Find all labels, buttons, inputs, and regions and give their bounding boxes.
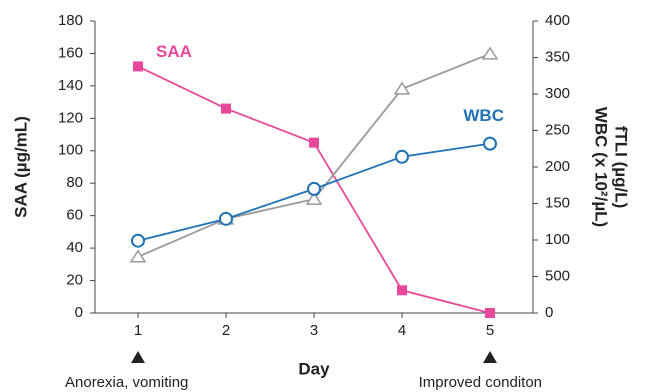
- y-tick-label: 120: [58, 109, 83, 126]
- data-point: [397, 285, 407, 296]
- y-tick-label: 80: [66, 174, 83, 191]
- x-tick-label: 1: [134, 322, 142, 339]
- data-point: [481, 46, 499, 60]
- data-point: [131, 233, 145, 248]
- data-point: [485, 308, 495, 318]
- y2-axis-label: WBC (x 10²/µL): [592, 107, 611, 227]
- y-tick-label: 60: [66, 207, 83, 224]
- data-point: [483, 136, 497, 151]
- data-point: [395, 149, 409, 164]
- data-point: [133, 61, 143, 72]
- x-tick-label: 5: [486, 322, 494, 339]
- y2-tick-label: 0: [545, 304, 553, 321]
- data-point: [393, 81, 411, 95]
- y-tick-label: 40: [66, 239, 83, 256]
- y2-tick-label: 200: [545, 158, 570, 175]
- annotation-arrow: [483, 351, 497, 363]
- y-tick-label: 160: [58, 44, 83, 61]
- y2-tick-label: 500: [545, 267, 570, 284]
- data-point: [221, 103, 231, 114]
- y2-tick-label: 300: [545, 85, 570, 102]
- x-axis-label: Day: [298, 359, 330, 378]
- x-tick-label: 4: [398, 322, 406, 339]
- y-tick-label: 180: [58, 12, 83, 29]
- data-point: [309, 137, 319, 148]
- annotation: Anorexia, vomiting: [65, 374, 188, 391]
- data-point: [307, 181, 321, 196]
- data-point: [129, 249, 147, 263]
- y-tick-label: 20: [66, 272, 83, 289]
- data-point: [219, 211, 233, 226]
- y-tick-label: 100: [58, 142, 83, 159]
- annotation: Improved conditon: [419, 374, 542, 391]
- y2-tick-label: 150: [545, 194, 570, 211]
- y2-tick-label: 250: [545, 121, 570, 138]
- x-tick-label: 2: [222, 322, 230, 339]
- series-line: [137, 53, 491, 258]
- y2-tick-label: 400: [545, 12, 570, 29]
- y-tick-label: 140: [58, 77, 83, 94]
- y-axis-label: SAA (µg/mL): [11, 116, 30, 218]
- y2-tick-label: 350: [545, 48, 570, 65]
- y-tick-label: 0: [75, 304, 83, 321]
- series-label: WBC: [463, 106, 504, 125]
- data-point: [305, 191, 323, 205]
- annotation-arrow: [131, 351, 145, 363]
- y2-tick-label: 100: [545, 231, 570, 248]
- series-label: SAA: [156, 42, 192, 61]
- x-tick-label: 3: [310, 322, 318, 339]
- y2-axis-label: fTLI (µg/L): [612, 126, 631, 209]
